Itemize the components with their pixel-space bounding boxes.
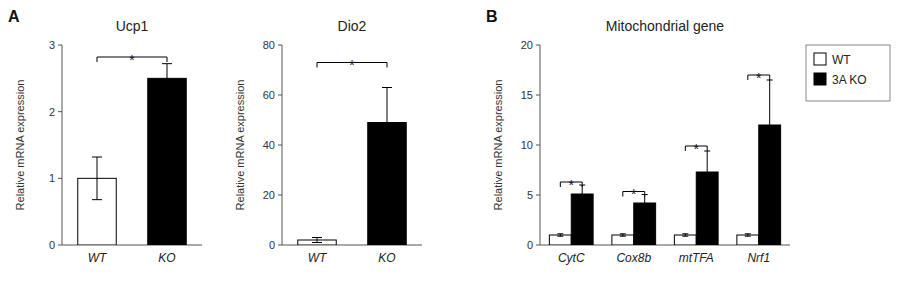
chart: B Mitochondrial gene Relative mRNA express… — [486, 8, 890, 265]
y-tick — [278, 45, 282, 46]
error-bar — [620, 234, 626, 236]
significance-label: * — [129, 52, 135, 68]
y-axis-label: Relative mRNA expression — [492, 80, 504, 211]
error-bar — [745, 234, 751, 236]
y-tick-label: 0 — [527, 239, 533, 251]
plot-area — [298, 88, 407, 246]
y-axis-line — [282, 45, 283, 245]
y-axis-line — [62, 45, 63, 245]
y-tick-label: 5 — [527, 189, 533, 201]
x-tick-label: CytC — [558, 251, 585, 265]
error-bar — [642, 195, 648, 212]
y-tick — [278, 195, 282, 196]
chart: Dio2 Relative mRNA expression 0 20 40 60 80 WT K… — [234, 18, 422, 265]
panel-label: A — [8, 8, 20, 25]
significance-label: * — [349, 57, 355, 73]
x-tick-label: KO — [158, 251, 175, 265]
y-tick — [536, 95, 540, 96]
y-tick — [278, 145, 282, 146]
significance-label: * — [694, 141, 700, 157]
legend-label: WT — [832, 53, 851, 67]
y-tick-label: 1 — [49, 172, 55, 184]
y-tick — [536, 145, 540, 146]
error-bar — [704, 151, 710, 193]
y-axis-label: Relative mRNA expression — [234, 80, 246, 211]
plot-area — [549, 80, 780, 245]
y-tick — [278, 95, 282, 96]
error-bar — [382, 88, 392, 158]
legend-label: 3A KO — [832, 73, 867, 87]
error-bar — [312, 238, 322, 243]
y-tick — [58, 45, 62, 46]
chart-title: Ucp1 — [116, 18, 149, 34]
x-tick-label: Cox8b — [616, 251, 651, 265]
legend-swatch — [814, 73, 826, 85]
error-bar — [92, 157, 102, 200]
y-tick — [58, 111, 62, 112]
y-tick — [278, 245, 282, 246]
y-tick-label: 80 — [263, 39, 275, 51]
x-tick-label: WT — [308, 251, 328, 265]
y-axis-label: Relative mRNA expression — [14, 80, 26, 211]
error-bar — [579, 185, 585, 203]
panel-label: B — [486, 8, 498, 25]
chart-title: Mitochondrial gene — [606, 18, 725, 34]
y-tick-label: 40 — [263, 139, 275, 151]
y-tick-label: 20 — [521, 39, 533, 51]
significance-label: * — [756, 70, 762, 86]
x-tick-label: mtTFA — [679, 251, 714, 265]
y-tick — [536, 245, 540, 246]
y-tick — [58, 245, 62, 246]
legend: WT 3A KO — [806, 45, 890, 101]
x-tick-label: Nrf1 — [747, 251, 770, 265]
legend-swatch — [814, 53, 826, 65]
error-bar — [682, 234, 688, 236]
plot-area — [78, 64, 187, 245]
significance-label: * — [631, 186, 637, 202]
y-tick-label: 60 — [263, 89, 275, 101]
y-tick — [58, 178, 62, 179]
y-tick-label: 10 — [521, 139, 533, 151]
x-tick-label: KO — [378, 251, 395, 265]
y-tick — [536, 195, 540, 196]
significance-label: * — [569, 177, 575, 193]
figure: AUcp1Relative mRNA expression0123WTKO*Di… — [0, 0, 917, 287]
chart-title: Dio2 — [338, 18, 367, 34]
y-tick-label: 0 — [269, 239, 275, 251]
y-tick-label: 2 — [49, 106, 55, 118]
bar — [148, 78, 187, 245]
y-tick-label: 15 — [521, 89, 533, 101]
y-tick-label: 0 — [49, 239, 55, 251]
y-tick-label: 20 — [263, 189, 275, 201]
chart: A Ucp1 Relative mRNA expression 0 1 2 3 WT KO * — [8, 8, 202, 265]
legend-frame — [806, 45, 890, 101]
error-bar — [557, 234, 563, 236]
error-bar — [767, 80, 773, 170]
x-tick-label: WT — [88, 251, 108, 265]
y-tick — [536, 45, 540, 46]
error-bar — [162, 64, 172, 93]
y-axis-line — [540, 45, 541, 245]
y-tick-label: 3 — [49, 39, 55, 51]
